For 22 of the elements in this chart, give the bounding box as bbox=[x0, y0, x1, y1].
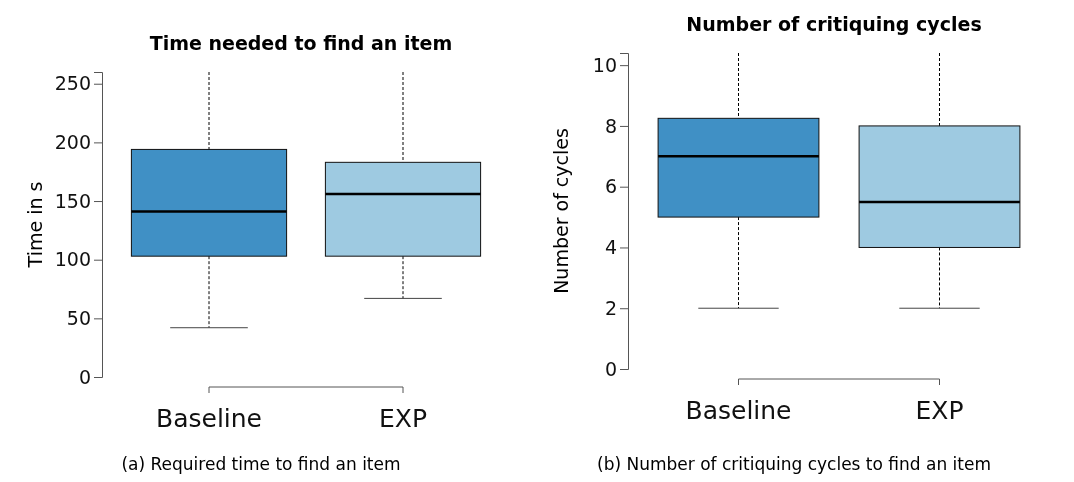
y-tick-label: 250 bbox=[54, 72, 91, 95]
y-tick-label: 150 bbox=[54, 189, 91, 212]
text: (b) Number of critiquing cycles to find an item bbox=[597, 454, 991, 474]
x-tick-label: EXP bbox=[915, 396, 964, 425]
y-tick-label: 200 bbox=[54, 130, 91, 153]
y-axis-title: Time in s bbox=[24, 181, 46, 269]
y-tick-label: 6 bbox=[604, 175, 617, 198]
y-tick-label: 0 bbox=[78, 365, 91, 388]
chart-title: Number of critiquing cycles bbox=[686, 13, 982, 35]
x-tick-label: EXP bbox=[379, 404, 427, 433]
y-tick-label: 0 bbox=[604, 357, 617, 380]
y-tick-label: 2 bbox=[604, 296, 617, 319]
y-tick-label: 8 bbox=[604, 114, 617, 137]
y-tick-label: 10 bbox=[592, 53, 617, 76]
y-axis-title: Number of cycles bbox=[550, 128, 572, 294]
y-tick-label: 50 bbox=[66, 306, 91, 329]
y-tick-label: 100 bbox=[54, 248, 91, 271]
x-tick-label: Baseline bbox=[685, 396, 792, 425]
text: (a) Required time to find an item bbox=[121, 454, 401, 474]
x-tick-label: Baseline bbox=[156, 404, 262, 433]
chart-title: Time needed to find an item bbox=[149, 32, 453, 54]
y-tick-label: 4 bbox=[604, 236, 617, 259]
